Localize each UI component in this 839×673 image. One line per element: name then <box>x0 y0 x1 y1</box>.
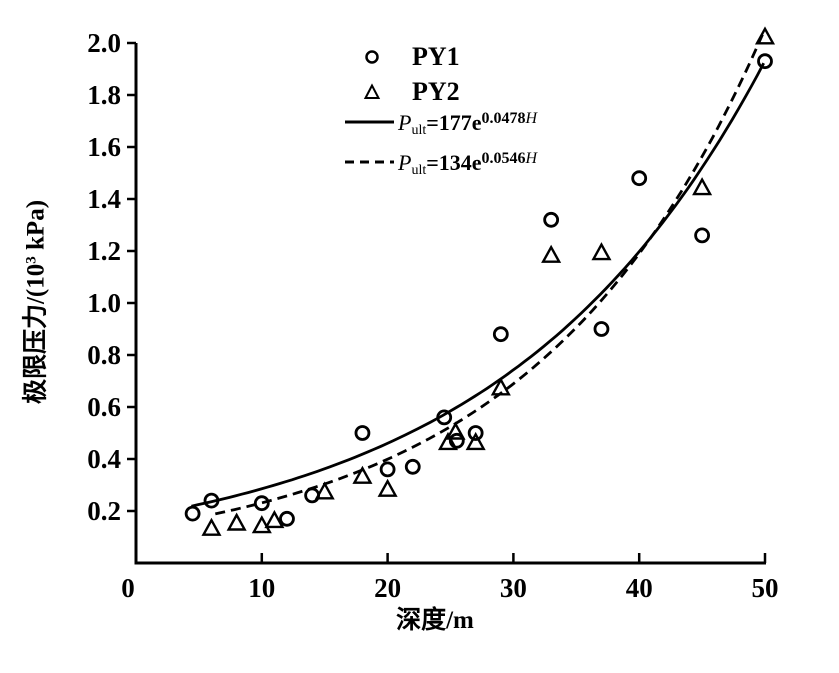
data-points <box>184 26 776 536</box>
fit-curves <box>191 34 765 516</box>
y-tick-label: 0.6 <box>87 392 121 422</box>
x-tick-label: 40 <box>626 573 653 603</box>
x-tick-label: 50 <box>752 573 779 603</box>
y-tick-label: 0.2 <box>87 496 121 526</box>
eq1-p: P <box>398 110 412 135</box>
data-point-py2 <box>201 517 222 536</box>
y-tick-label: 2.0 <box>87 28 121 58</box>
data-point-py2 <box>591 242 612 261</box>
data-point-py2 <box>692 177 713 196</box>
y-axis-title-exponent: 3 <box>23 256 40 264</box>
x-tick-label: 10 <box>248 573 275 603</box>
eq1-mid: =177e <box>426 110 482 135</box>
x-axis-ticks: 0 10 20 30 40 50 <box>121 553 779 603</box>
data-point-py1 <box>304 487 321 504</box>
eq2-exp: 0.0546H <box>482 150 538 167</box>
data-point-py2 <box>226 512 247 531</box>
y-axis-ticks: 0.2 0.4 0.6 0.8 1.0 1.2 1.4 1.6 1.8 2.0 <box>87 28 136 526</box>
data-point-py1 <box>757 53 773 70</box>
y-tick-label: 1.2 <box>87 236 121 266</box>
solid-line-sample <box>345 120 394 124</box>
data-point-py1 <box>631 170 648 187</box>
eq1-exp-num: 0.0478 <box>481 110 526 127</box>
data-point-py1 <box>467 425 484 441</box>
y-tick-label: 1.8 <box>87 80 121 110</box>
eq1-exp-var: H <box>525 110 538 127</box>
data-point-py1 <box>543 211 560 228</box>
data-point-py2 <box>251 515 272 534</box>
data-point-py2 <box>352 465 373 484</box>
y-axis-title: 极限压力/(103 kPa) <box>22 199 50 405</box>
legend-equation-dashed: Pult=134e0.0546H <box>398 151 537 178</box>
data-point-py2 <box>541 244 562 263</box>
eq2-exp-var: H <box>525 150 538 167</box>
data-point-py2 <box>490 377 511 396</box>
x-tick-label: 0 <box>121 573 135 603</box>
data-point-py1 <box>354 425 371 441</box>
x-tick-label: 30 <box>500 573 527 603</box>
data-point-py2 <box>754 26 776 45</box>
y-tick-label: 1.4 <box>87 184 121 214</box>
data-point-py2 <box>445 421 466 440</box>
eq2-mid: =134e <box>426 150 482 175</box>
data-point-py2 <box>264 509 285 529</box>
legend-label-py1: PY1 <box>412 42 460 71</box>
data-point-py1 <box>253 495 270 512</box>
triangle-marker-icon <box>363 83 381 99</box>
data-point-py1 <box>492 326 509 343</box>
data-point-py1 <box>593 321 610 337</box>
circle-marker-icon <box>365 50 379 64</box>
eq2-exp-num: 0.0546 <box>481 150 526 167</box>
data-point-py1 <box>436 409 453 426</box>
y-tick-label: 0.8 <box>87 340 121 370</box>
fit-curve-dashed <box>214 34 764 516</box>
y-tick-label: 0.4 <box>87 444 121 474</box>
y-axis-title-text: 极限压力/(10 <box>22 263 50 405</box>
dashed-line-sample <box>345 160 394 164</box>
y-axis-title-unit: kPa) <box>22 199 50 257</box>
y-tick-label: 1.0 <box>87 288 121 318</box>
data-point-py2 <box>437 431 459 451</box>
data-point-py1 <box>279 510 295 527</box>
data-point-py1 <box>404 458 421 475</box>
eq1-exp: 0.0478H <box>482 110 538 127</box>
data-point-py1 <box>203 492 220 509</box>
data-point-py2 <box>465 431 486 451</box>
data-point-py1 <box>379 461 396 478</box>
data-point-py1 <box>184 505 201 522</box>
eq2-p: P <box>398 150 412 175</box>
legend-label-py2: PY2 <box>412 77 460 106</box>
x-axis-title: 深度/m <box>396 607 474 634</box>
data-point-py2 <box>377 478 398 497</box>
x-tick-label: 20 <box>374 573 401 603</box>
data-point-py2 <box>314 481 335 500</box>
eq2-sub: ult <box>411 163 427 178</box>
fit-curve-solid <box>191 62 765 508</box>
data-point-py1 <box>694 227 710 244</box>
y-tick-label: 1.6 <box>87 132 121 162</box>
legend-equation-solid: Pult=177e0.0478H <box>398 111 537 138</box>
eq1-sub: ult <box>411 123 427 138</box>
